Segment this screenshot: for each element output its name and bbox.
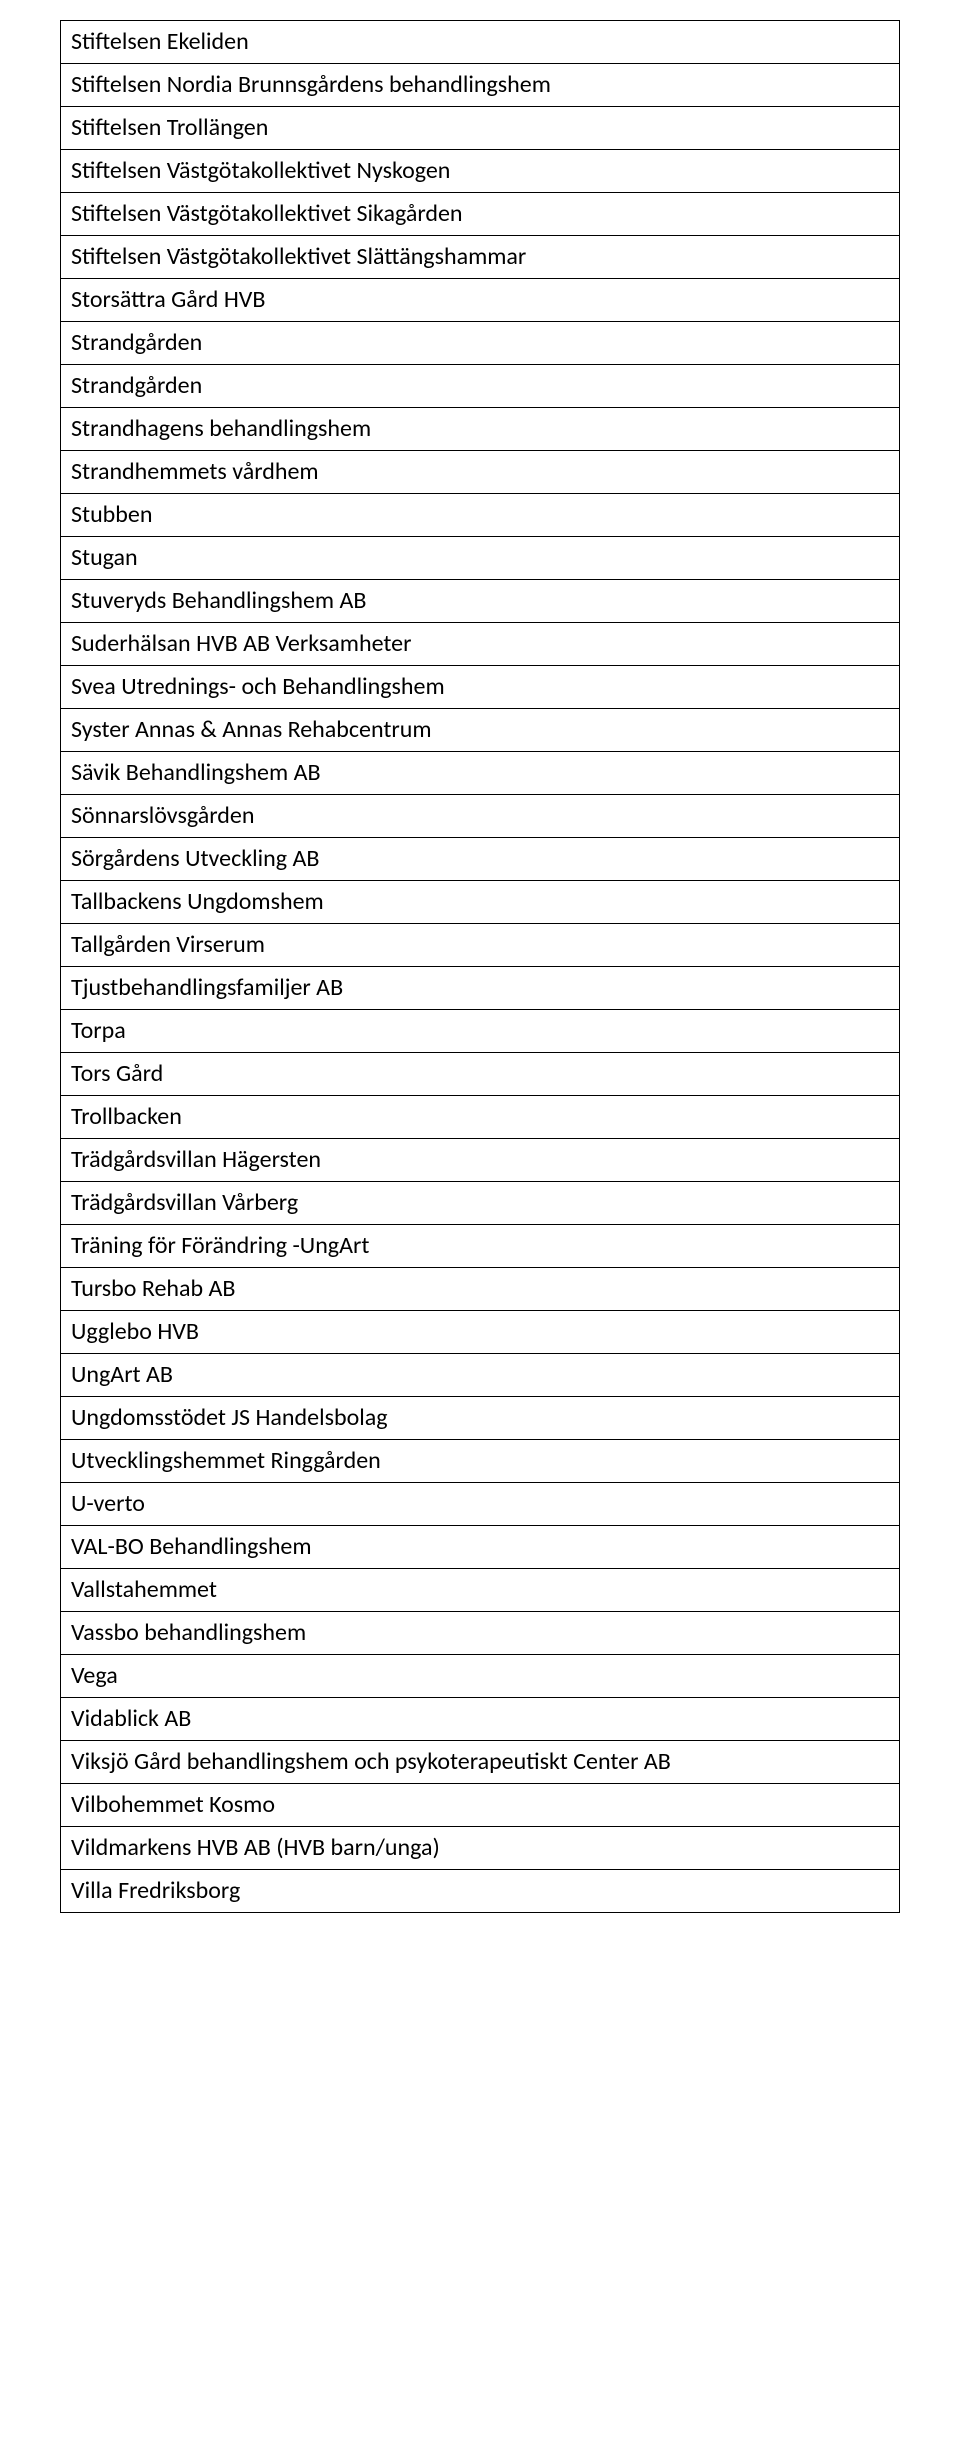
- table-row: Villa Fredriksborg: [61, 1870, 900, 1913]
- table-row: Strandhagens behandlingshem: [61, 408, 900, 451]
- table-row: Svea Utrednings- och Behandlingshem: [61, 666, 900, 709]
- table-row: Stiftelsen Nordia Brunnsgårdens behandli…: [61, 64, 900, 107]
- table-row: Ugglebo HVB: [61, 1311, 900, 1354]
- table-row: Strandgården: [61, 322, 900, 365]
- facility-cell: Stiftelsen Ekeliden: [61, 21, 900, 64]
- table-row: Vega: [61, 1655, 900, 1698]
- facility-cell: Ugglebo HVB: [61, 1311, 900, 1354]
- facility-cell: Utvecklingshemmet Ringgården: [61, 1440, 900, 1483]
- facility-cell: Storsättra Gård HVB: [61, 279, 900, 322]
- table-row: Tors Gård: [61, 1053, 900, 1096]
- table-row: Trädgårdsvillan Vårberg: [61, 1182, 900, 1225]
- facility-cell: Trollbacken: [61, 1096, 900, 1139]
- table-row: Vilbohemmet Kosmo: [61, 1784, 900, 1827]
- facility-cell: Stiftelsen Västgötakollektivet Nyskogen: [61, 150, 900, 193]
- facility-cell: Vildmarkens HVB AB (HVB barn/unga): [61, 1827, 900, 1870]
- facility-cell: Strandgården: [61, 322, 900, 365]
- table-row: U-verto: [61, 1483, 900, 1526]
- facility-cell: Stiftelsen Trollängen: [61, 107, 900, 150]
- facility-cell: Stuveryds Behandlingshem AB: [61, 580, 900, 623]
- table-row: Stiftelsen Trollängen: [61, 107, 900, 150]
- facility-cell: Stiftelsen Västgötakollektivet Slättängs…: [61, 236, 900, 279]
- facility-cell: Villa Fredriksborg: [61, 1870, 900, 1913]
- facility-cell: Tursbo Rehab AB: [61, 1268, 900, 1311]
- facility-cell: Sönnarslövsgården: [61, 795, 900, 838]
- facility-cell: Stubben: [61, 494, 900, 537]
- table-row: Stubben: [61, 494, 900, 537]
- facility-cell: Vassbo behandlingshem: [61, 1612, 900, 1655]
- table-row: Stiftelsen Västgötakollektivet Sikagårde…: [61, 193, 900, 236]
- facility-cell: Sörgårdens Utveckling AB: [61, 838, 900, 881]
- facility-cell: Viksjö Gård behandlingshem och psykotera…: [61, 1741, 900, 1784]
- facility-cell: Syster Annas & Annas Rehabcentrum: [61, 709, 900, 752]
- facility-cell: U-verto: [61, 1483, 900, 1526]
- facility-cell: Tors Gård: [61, 1053, 900, 1096]
- facilities-table-body: Stiftelsen EkelidenStiftelsen Nordia Bru…: [61, 21, 900, 1913]
- table-row: Trädgårdsvillan Hägersten: [61, 1139, 900, 1182]
- facility-cell: Sävik Behandlingshem AB: [61, 752, 900, 795]
- table-row: Vallstahemmet: [61, 1569, 900, 1612]
- table-row: Storsättra Gård HVB: [61, 279, 900, 322]
- table-row: Stuveryds Behandlingshem AB: [61, 580, 900, 623]
- table-row: Vassbo behandlingshem: [61, 1612, 900, 1655]
- facility-cell: Suderhälsan HVB AB Verksamheter: [61, 623, 900, 666]
- facility-cell: Strandhemmets vårdhem: [61, 451, 900, 494]
- table-row: Stugan: [61, 537, 900, 580]
- table-row: Träning för Förändring -UngArt: [61, 1225, 900, 1268]
- table-row: Suderhälsan HVB AB Verksamheter: [61, 623, 900, 666]
- table-row: Viksjö Gård behandlingshem och psykotera…: [61, 1741, 900, 1784]
- facility-cell: Tallbackens Ungdomshem: [61, 881, 900, 924]
- facility-cell: Tjustbehandlingsfamiljer AB: [61, 967, 900, 1010]
- facility-cell: Svea Utrednings- och Behandlingshem: [61, 666, 900, 709]
- facility-cell: Vilbohemmet Kosmo: [61, 1784, 900, 1827]
- table-row: Stiftelsen Ekeliden: [61, 21, 900, 64]
- facility-cell: UngArt AB: [61, 1354, 900, 1397]
- table-row: Strandgården: [61, 365, 900, 408]
- table-row: Tallgården Virserum: [61, 924, 900, 967]
- table-row: Ungdomsstödet JS Handelsbolag: [61, 1397, 900, 1440]
- facility-cell: Trädgårdsvillan Vårberg: [61, 1182, 900, 1225]
- facility-cell: Tallgården Virserum: [61, 924, 900, 967]
- facility-cell: Stugan: [61, 537, 900, 580]
- table-row: Utvecklingshemmet Ringgården: [61, 1440, 900, 1483]
- facility-cell: VAL-BO Behandlingshem: [61, 1526, 900, 1569]
- table-row: Torpa: [61, 1010, 900, 1053]
- table-row: UngArt AB: [61, 1354, 900, 1397]
- facility-cell: Stiftelsen Nordia Brunnsgårdens behandli…: [61, 64, 900, 107]
- facility-cell: Strandgården: [61, 365, 900, 408]
- table-row: Tursbo Rehab AB: [61, 1268, 900, 1311]
- facility-cell: Strandhagens behandlingshem: [61, 408, 900, 451]
- facility-cell: Ungdomsstödet JS Handelsbolag: [61, 1397, 900, 1440]
- facility-cell: Stiftelsen Västgötakollektivet Sikagårde…: [61, 193, 900, 236]
- facility-cell: Vidablick AB: [61, 1698, 900, 1741]
- facility-cell: Vega: [61, 1655, 900, 1698]
- table-row: VAL-BO Behandlingshem: [61, 1526, 900, 1569]
- facilities-table: Stiftelsen EkelidenStiftelsen Nordia Bru…: [60, 20, 900, 1913]
- table-row: Vidablick AB: [61, 1698, 900, 1741]
- table-row: Vildmarkens HVB AB (HVB barn/unga): [61, 1827, 900, 1870]
- table-row: Sävik Behandlingshem AB: [61, 752, 900, 795]
- table-row: Tallbackens Ungdomshem: [61, 881, 900, 924]
- table-row: Stiftelsen Västgötakollektivet Nyskogen: [61, 150, 900, 193]
- table-row: Tjustbehandlingsfamiljer AB: [61, 967, 900, 1010]
- facility-cell: Trädgårdsvillan Hägersten: [61, 1139, 900, 1182]
- table-row: Syster Annas & Annas Rehabcentrum: [61, 709, 900, 752]
- table-row: Trollbacken: [61, 1096, 900, 1139]
- table-row: Sönnarslövsgården: [61, 795, 900, 838]
- facility-cell: Träning för Förändring -UngArt: [61, 1225, 900, 1268]
- facility-cell: Vallstahemmet: [61, 1569, 900, 1612]
- table-row: Sörgårdens Utveckling AB: [61, 838, 900, 881]
- table-row: Stiftelsen Västgötakollektivet Slättängs…: [61, 236, 900, 279]
- facility-cell: Torpa: [61, 1010, 900, 1053]
- table-row: Strandhemmets vårdhem: [61, 451, 900, 494]
